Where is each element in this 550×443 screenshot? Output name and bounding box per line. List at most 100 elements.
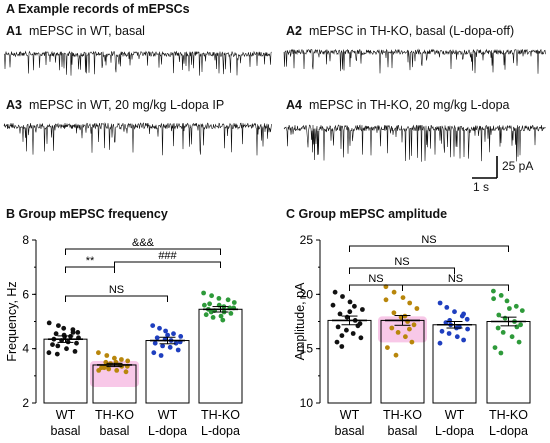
category-label: WT: [56, 408, 76, 422]
data-point: [54, 351, 60, 357]
chart-amplitude: 10 15 20 25 Amplitude, pA WT basal TH-KO basal WT…: [293, 233, 531, 438]
data-point: [385, 345, 390, 350]
category-label: TH-KO: [383, 408, 422, 422]
category-label: basal: [100, 424, 130, 438]
comparison-label: NS: [448, 273, 463, 285]
data-point: [496, 312, 502, 318]
y-tick-label: 10: [300, 396, 314, 410]
data-point: [46, 350, 52, 356]
comparison-label: &&&: [132, 237, 155, 249]
category-label: L-dopa: [489, 424, 528, 438]
trace-id-a2: A2: [286, 24, 302, 38]
bar-2: [432, 324, 477, 404]
bar-3: [486, 321, 531, 404]
chart-c-title: C Group mEPSC amplitude: [286, 207, 448, 221]
category-label: TH-KO: [95, 408, 134, 422]
data-point: [516, 339, 522, 345]
data-point: [407, 300, 413, 306]
data-point: [64, 346, 69, 352]
data-point: [163, 328, 169, 334]
data-point: [216, 296, 222, 301]
data-point: [344, 314, 350, 320]
data-point: [96, 368, 102, 373]
comparison-bracket: [65, 266, 115, 273]
data-point: [106, 366, 112, 372]
data-point: [389, 325, 395, 331]
trace-text-a4: mEPSC in TH-KO, 20 mg/kg L-dopa: [308, 98, 510, 112]
data-point: [464, 316, 470, 322]
y-tick-label: 8: [22, 233, 29, 247]
data-point: [158, 353, 164, 358]
data-point: [61, 325, 67, 331]
category-label: WT: [158, 408, 178, 422]
data-point: [407, 326, 412, 332]
data-point: [352, 303, 357, 309]
data-point: [495, 325, 501, 331]
data-point: [360, 307, 365, 312]
trace-label-a3: A3 mEPSC in WT, 20 mg/kg L-dopa IP: [6, 98, 224, 112]
comparison-bracket: [402, 284, 509, 291]
data-point: [491, 288, 496, 294]
data-point: [119, 357, 124, 362]
data-point: [437, 340, 443, 346]
data-point: [444, 305, 450, 310]
trace-text-a2: mEPSC in TH-KO, basal (L-dopa-off): [308, 24, 515, 38]
trace-id-a4: A4: [286, 98, 302, 112]
data-point: [70, 330, 76, 335]
trace-label-a2: A2 mEPSC in TH-KO, basal (L-dopa-off): [286, 24, 514, 38]
bar-3: [198, 308, 243, 404]
data-point: [208, 309, 214, 315]
category-label: basal: [388, 424, 418, 438]
data-point: [454, 334, 460, 340]
data-point: [502, 315, 508, 321]
data-point: [461, 311, 466, 317]
data-point: [437, 300, 443, 306]
comparison-bracket: [114, 261, 221, 268]
data-point: [395, 330, 401, 335]
data-point: [225, 297, 231, 303]
data-point: [112, 355, 117, 361]
trace-id-a1: A1: [6, 24, 22, 38]
trace-a3: [3, 122, 272, 156]
data-point: [409, 339, 415, 345]
data-point: [507, 306, 512, 311]
trace-a1: [3, 50, 272, 76]
data-point: [518, 322, 523, 328]
scale-bar-x-label: 1 s: [473, 180, 490, 194]
category-label: TH-KO: [201, 408, 240, 422]
category-label: L-dopa: [435, 424, 474, 438]
data-point: [339, 344, 345, 349]
data-point: [391, 289, 397, 295]
data-point: [167, 344, 173, 350]
data-point: [334, 339, 340, 345]
comparison-bracket: [65, 248, 221, 255]
data-point: [447, 318, 453, 323]
data-point: [203, 312, 209, 318]
data-point: [173, 340, 179, 346]
trace-a2: [283, 48, 546, 74]
data-point: [355, 323, 361, 329]
data-point: [72, 349, 78, 354]
data-point: [202, 302, 207, 308]
data-point: [165, 332, 171, 338]
data-point: [452, 309, 457, 315]
data-point: [402, 313, 408, 319]
category-label: basal: [335, 424, 365, 438]
y-tick-label: 2: [22, 396, 29, 410]
data-point: [53, 331, 59, 337]
data-point: [150, 323, 156, 328]
data-point: [439, 328, 445, 334]
data-point: [383, 297, 389, 303]
category-label: WT: [445, 408, 465, 422]
data-point: [207, 301, 213, 307]
data-point: [335, 324, 341, 330]
data-point: [514, 324, 520, 330]
section-a-title: A Example records of mEPSCs: [6, 2, 190, 16]
comparison-bracket: [349, 245, 509, 252]
data-point: [50, 342, 55, 347]
data-point: [104, 353, 110, 358]
data-point: [403, 334, 408, 340]
data-point: [228, 311, 234, 316]
data-point: [175, 347, 181, 353]
